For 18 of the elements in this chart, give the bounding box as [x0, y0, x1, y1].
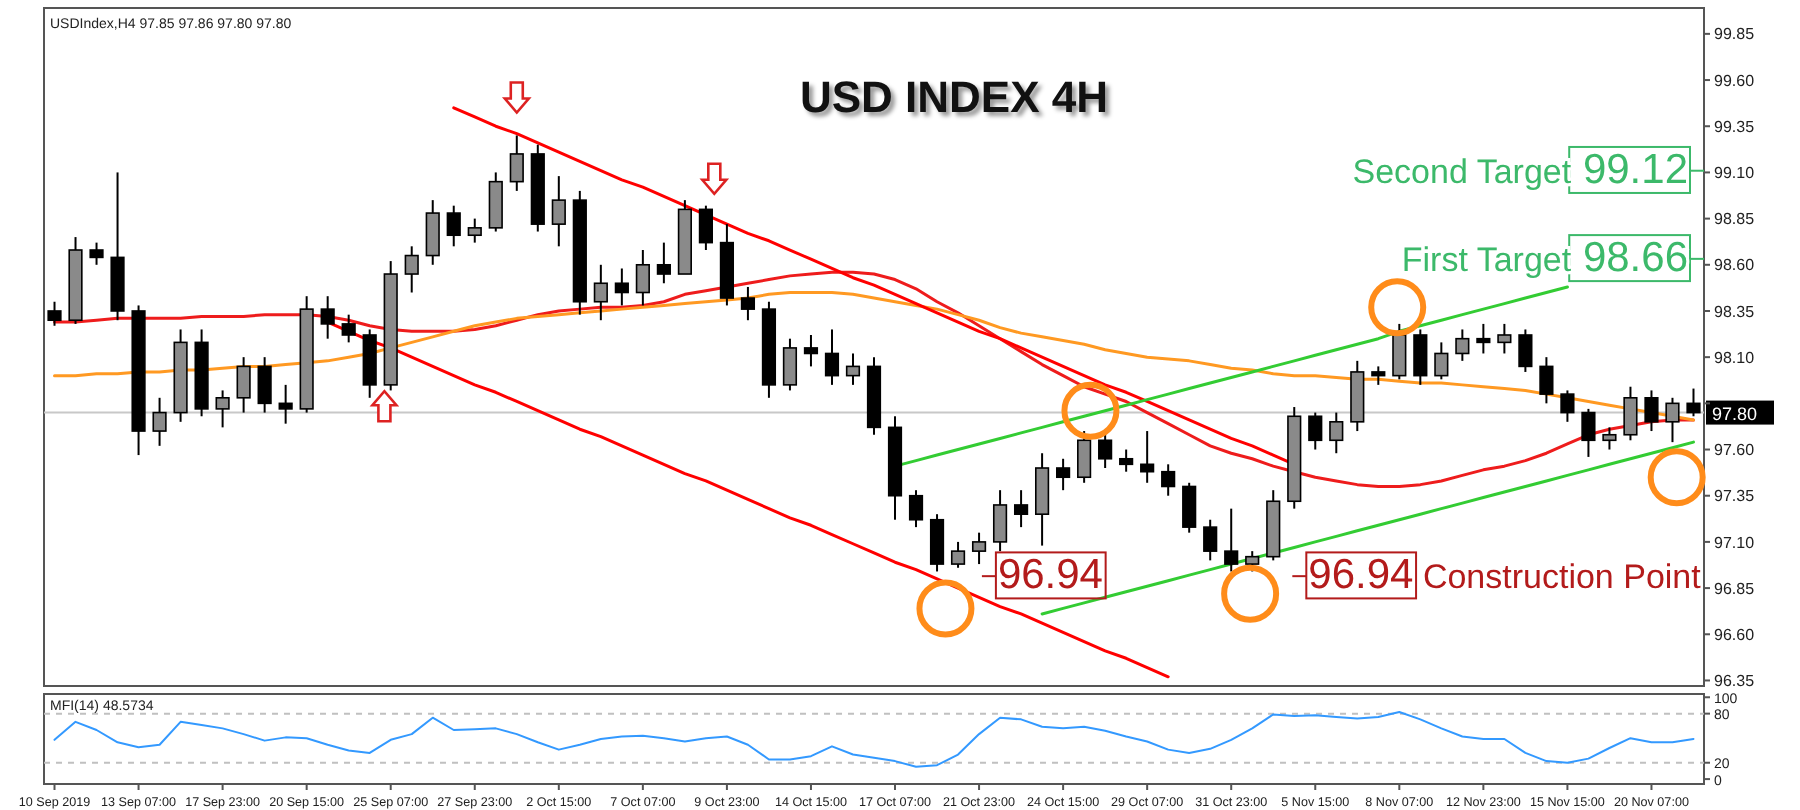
y-tick-label: 99.85	[1714, 25, 1756, 44]
y-tick-label: 96.85	[1714, 579, 1756, 598]
y-tick-label: 97.35	[1714, 487, 1756, 506]
annotation: 96.94	[997, 552, 1104, 599]
y-tick-label: 96.60	[1714, 625, 1756, 644]
y-tick-label: 99.60	[1714, 71, 1756, 90]
y-tick-label: 99.35	[1714, 117, 1756, 136]
y-tick-label: 98.85	[1714, 210, 1756, 229]
y-tick-label: 98.35	[1714, 302, 1756, 321]
y-tick-label: 97.10	[1714, 533, 1756, 552]
y-tick-label: 96.35	[1714, 672, 1756, 691]
y-tick-label: 99.10	[1714, 164, 1756, 183]
y-tick-label: 98.60	[1714, 256, 1756, 275]
text: USD INDEX 4H	[799, 72, 1109, 122]
annotation: 96.94 Construction Point	[1308, 552, 1702, 599]
ref-line-label: 97.80	[1712, 403, 1758, 424]
y-tick-label: 98.10	[1714, 348, 1756, 367]
y-tick-label: 97.60	[1714, 441, 1756, 460]
